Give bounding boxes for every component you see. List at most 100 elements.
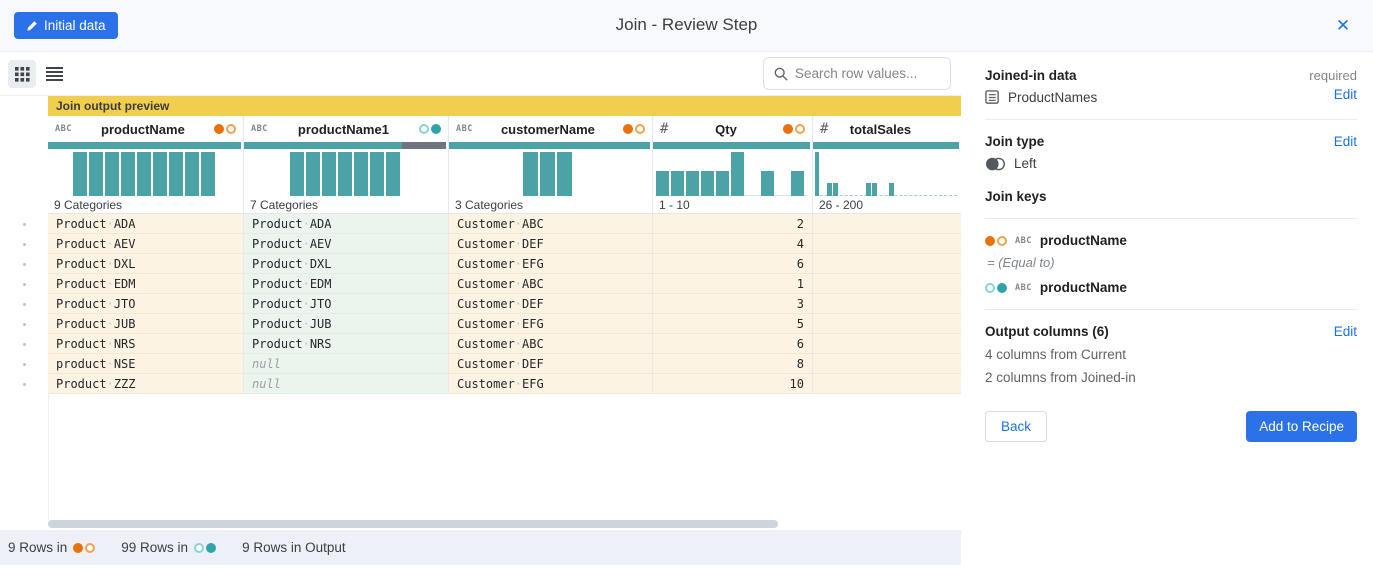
- table-cell: [813, 314, 961, 334]
- column-type-icon: #: [660, 121, 669, 137]
- joined-in-data-title: Joined-in data: [985, 68, 1077, 83]
- histogram-bar: [290, 152, 304, 196]
- table-cell: 2: [653, 214, 812, 234]
- table-cell: [813, 214, 961, 234]
- edit-joined-in-link[interactable]: Edit: [1333, 86, 1357, 102]
- data-quality-bar: [244, 142, 446, 149]
- current-source-dots: [985, 235, 1007, 246]
- row-marker: [23, 243, 26, 246]
- column-name: productName1: [297, 121, 389, 137]
- add-to-recipe-button[interactable]: Add to Recipe: [1246, 411, 1357, 442]
- histogram-bar: [815, 152, 819, 196]
- data-quality-bar: [813, 142, 959, 149]
- histogram-bar: [121, 152, 135, 196]
- histogram-bar: [833, 183, 838, 196]
- status-item: 9 Rows in Output: [242, 540, 346, 555]
- list-icon: [45, 67, 63, 81]
- column-header-productName1[interactable]: ABC productName1: [244, 116, 448, 142]
- table-cell: [813, 234, 961, 254]
- histogram-bar: [370, 152, 384, 196]
- column-productName: ABC productName 9 Categories Product·ADA Pro…: [48, 116, 244, 394]
- grid-icon: [14, 66, 30, 82]
- table-cell: 6: [653, 254, 812, 274]
- table-cell: [813, 334, 961, 354]
- left-join-venn-icon: [986, 157, 1006, 170]
- close-icon[interactable]: ✕: [1329, 12, 1357, 40]
- histogram-bar: [185, 152, 199, 196]
- column-type-icon: ABC: [456, 124, 473, 134]
- join-output-preview-banner: Join output preview: [48, 96, 961, 116]
- search-box: [763, 57, 951, 90]
- status-label: 9 Rows in: [8, 540, 68, 555]
- histogram-range-label: 1 - 10: [653, 198, 812, 214]
- histogram-range-label: 7 Categories: [244, 198, 448, 214]
- row-marker: [23, 323, 26, 326]
- data-quality-bar: [48, 142, 241, 149]
- histogram-bar: [73, 152, 87, 196]
- source-dots-teal: [419, 124, 441, 134]
- row-marker: [23, 283, 26, 286]
- table-cell: Product·ADA: [244, 214, 448, 234]
- output-columns-title: Output columns (6): [985, 324, 1109, 339]
- table-cell: 8: [653, 354, 812, 374]
- edit-join-type-link[interactable]: Edit: [1333, 134, 1357, 149]
- table-cell: Product·JUB: [244, 314, 448, 334]
- table-cell: Customer·DEF: [449, 354, 652, 374]
- join-key-left-name: productName: [1039, 233, 1127, 248]
- histogram-bar: [557, 152, 572, 196]
- histogram-bar: [671, 171, 684, 196]
- table-cell: Product·JTO: [48, 294, 243, 314]
- histogram-bar: [656, 171, 669, 196]
- initial-data-button[interactable]: Initial data: [14, 12, 118, 39]
- table-cell: Product·AEV: [48, 234, 243, 254]
- histogram-bar: [827, 183, 832, 196]
- table-cell: 4: [653, 234, 812, 254]
- column-type-icon: ABC: [55, 124, 72, 134]
- grid-view-button[interactable]: [8, 60, 36, 88]
- column-histogram: [653, 149, 812, 198]
- histogram-bar: [306, 152, 320, 196]
- table-cell: 3: [653, 294, 812, 314]
- dataset-table-icon: [985, 90, 999, 104]
- table-cell: Product·ADA: [48, 214, 243, 234]
- edit-output-columns-link[interactable]: Edit: [1333, 324, 1357, 339]
- panel-divider: [985, 119, 1357, 120]
- table-cell: product·NSE: [48, 354, 243, 374]
- table-cell: Product·DXL: [48, 254, 243, 274]
- column-header-productName[interactable]: ABC productName: [48, 116, 243, 142]
- histogram-bar: [105, 152, 119, 196]
- join-output-preview-table: Join output preview ABC productName 9 Cate…: [48, 96, 961, 394]
- table-cell: [813, 294, 961, 314]
- search-input[interactable]: [795, 66, 940, 81]
- histogram-range-label: 9 Categories: [48, 198, 243, 214]
- column-header-Qty[interactable]: # Qty: [653, 116, 812, 142]
- histogram-range-label: 26 - 200: [813, 198, 961, 214]
- column-header-customerName[interactable]: ABC customerName: [449, 116, 652, 142]
- list-view-button[interactable]: [40, 60, 68, 88]
- histogram-bar: [716, 171, 729, 196]
- join-type-title: Join type: [985, 134, 1045, 149]
- column-productName1: ABC productName1 7 Categories Product·ADA Pr…: [244, 116, 449, 394]
- column-Qty: # Qty 1 - 10 2 4 6 1 3 5 6 8 10: [653, 116, 813, 394]
- required-badge: required: [1309, 68, 1357, 83]
- column-header-totalSales[interactable]: # totalSales: [813, 116, 961, 142]
- histogram-bar: [354, 152, 368, 196]
- row-marker: [23, 343, 26, 346]
- table-cell: 5: [653, 314, 812, 334]
- column-histogram: [449, 149, 652, 198]
- column-customerName: ABC customerName 3 Categories Customer·ABC C…: [449, 116, 653, 394]
- column-histogram: [813, 149, 961, 198]
- back-button[interactable]: Back: [985, 411, 1048, 442]
- source-dots-teal: [194, 542, 217, 553]
- table-cell: 1: [653, 274, 812, 294]
- horizontal-scrollbar[interactable]: [48, 520, 778, 528]
- column-type-icon: ABC: [1015, 282, 1032, 293]
- row-marker: [23, 383, 26, 386]
- table-left-edge: [48, 394, 49, 521]
- table-cell: 6: [653, 334, 812, 354]
- join-key-right-name: productName: [1039, 280, 1127, 295]
- column-name: Qty: [715, 121, 737, 137]
- histogram-bar: [153, 152, 167, 196]
- column-histogram: [244, 149, 448, 198]
- table-cell: Customer·EFG: [449, 374, 652, 394]
